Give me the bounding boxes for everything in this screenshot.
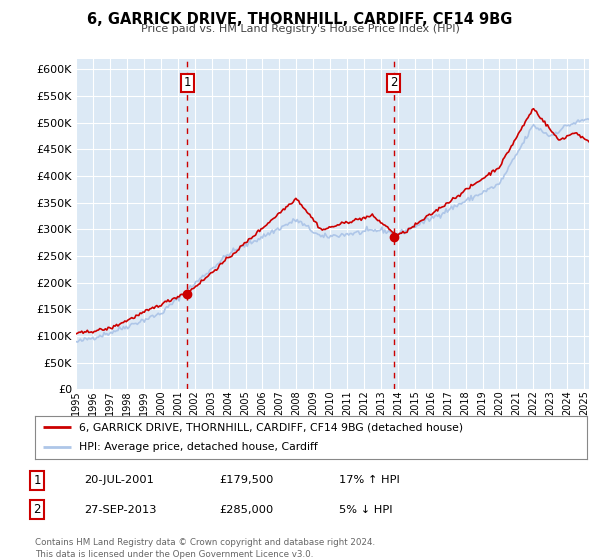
Text: 27-SEP-2013: 27-SEP-2013	[84, 505, 157, 515]
Text: 6, GARRICK DRIVE, THORNHILL, CARDIFF, CF14 9BG (detached house): 6, GARRICK DRIVE, THORNHILL, CARDIFF, CF…	[79, 422, 463, 432]
Text: HPI: Average price, detached house, Cardiff: HPI: Average price, detached house, Card…	[79, 442, 318, 452]
Text: 5% ↓ HPI: 5% ↓ HPI	[339, 505, 392, 515]
Text: £179,500: £179,500	[219, 475, 274, 486]
Text: Price paid vs. HM Land Registry's House Price Index (HPI): Price paid vs. HM Land Registry's House …	[140, 24, 460, 34]
Text: 2: 2	[34, 503, 41, 516]
Text: 20-JUL-2001: 20-JUL-2001	[84, 475, 154, 486]
Text: 1: 1	[34, 474, 41, 487]
Text: This data is licensed under the Open Government Licence v3.0.: This data is licensed under the Open Gov…	[35, 550, 313, 559]
Text: 6, GARRICK DRIVE, THORNHILL, CARDIFF, CF14 9BG: 6, GARRICK DRIVE, THORNHILL, CARDIFF, CF…	[88, 12, 512, 27]
Text: 2: 2	[390, 76, 397, 89]
Text: 1: 1	[184, 76, 191, 89]
Text: £285,000: £285,000	[219, 505, 273, 515]
Text: Contains HM Land Registry data © Crown copyright and database right 2024.: Contains HM Land Registry data © Crown c…	[35, 538, 375, 547]
Text: 17% ↑ HPI: 17% ↑ HPI	[339, 475, 400, 486]
